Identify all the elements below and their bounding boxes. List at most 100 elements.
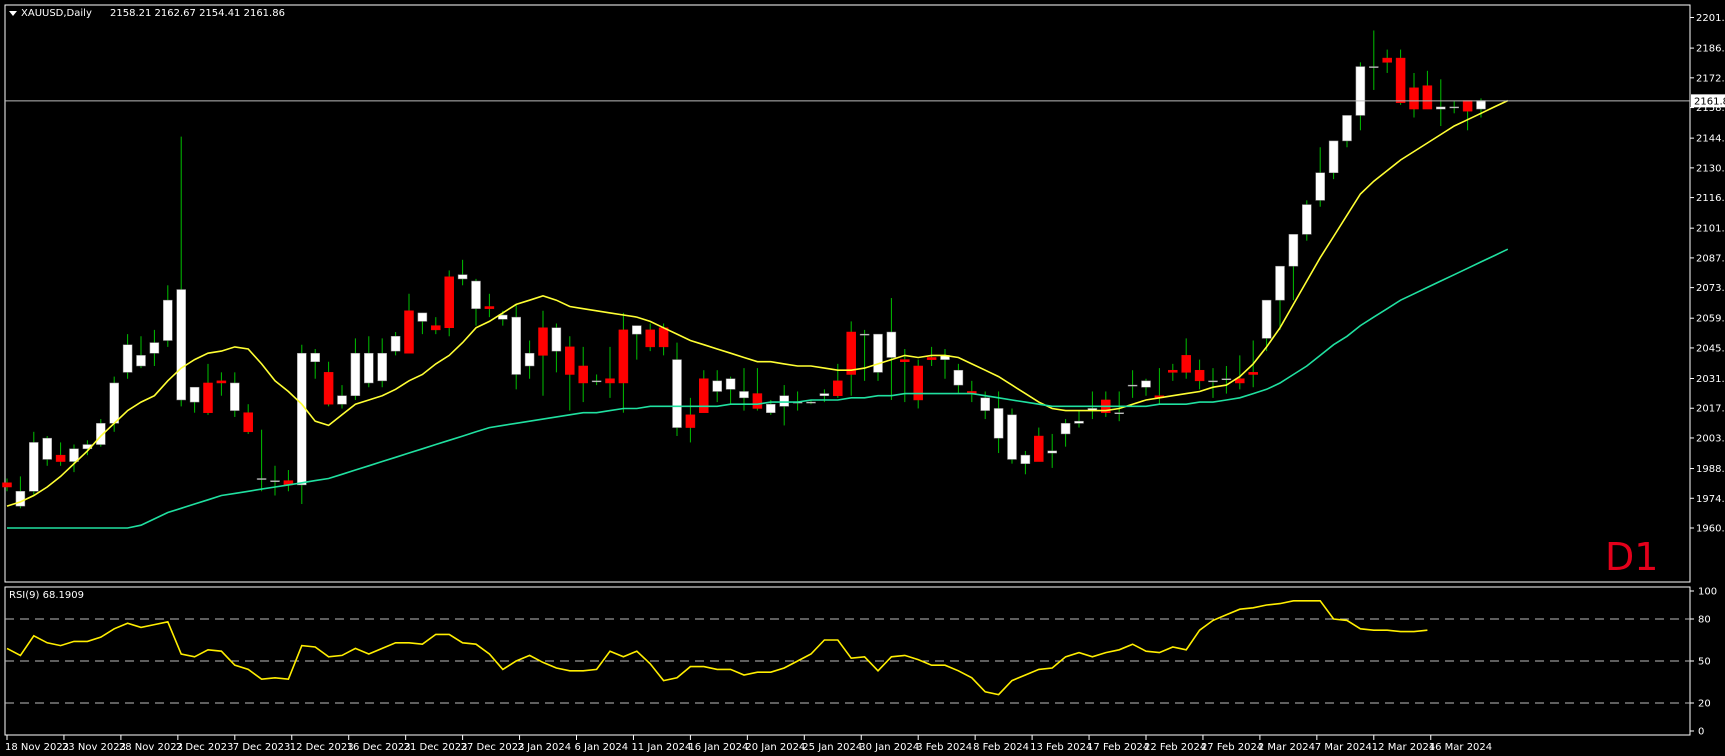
candle-body-bear [1382, 57, 1392, 63]
candle-body-bear [833, 380, 843, 396]
collapse-triangle-icon[interactable] [9, 11, 17, 16]
candle-body-bull [1476, 100, 1486, 110]
candle-body-bull [390, 336, 401, 352]
rsi-tick-label: 0 [1698, 727, 1704, 738]
candle-body-bull [15, 491, 26, 507]
candle-body-bull [1020, 454, 1031, 464]
candle [1261, 299, 1272, 352]
candle-body-bear [404, 310, 414, 354]
candle [1369, 30, 1379, 90]
rsi-levels-layer [5, 618, 1690, 704]
rsi-tick-label: 100 [1698, 587, 1717, 598]
candle [591, 374, 602, 386]
candle [216, 372, 227, 396]
candle [1074, 410, 1084, 428]
candle [457, 259, 468, 286]
candle [15, 476, 26, 509]
candle [913, 359, 923, 409]
price-tick-label: 2101.90 [1696, 224, 1725, 235]
candle [1208, 368, 1218, 398]
candle-body-bull [337, 395, 347, 405]
candle-body-bull [417, 312, 428, 322]
candle [699, 370, 709, 413]
time-tick-label: 7 Dec 2023 [233, 742, 291, 753]
candle-body-bull [498, 314, 508, 320]
candle-body-bull [953, 369, 964, 386]
time-tick-label: 27 Feb 2024 [1201, 742, 1263, 753]
candle-body-bear [565, 346, 575, 375]
rsi-line [6, 599, 1428, 696]
candle-body-bull [1342, 115, 1352, 142]
main-price-panel[interactable]: 2201.10 2186.70 2172.70 2158.70 2144.30 2130.… [2, 4, 1725, 583]
candle [444, 270, 454, 337]
candle-body-bear [900, 359, 910, 362]
candle [1315, 147, 1325, 207]
candle [55, 442, 66, 466]
candle [431, 317, 441, 335]
time-tick-label: 28 Nov 2023 [119, 742, 183, 753]
candle [42, 436, 52, 466]
candle-body-bull [1288, 234, 1299, 267]
candle-body-bull [1047, 450, 1057, 454]
candle-body-bear [323, 372, 334, 405]
candle-body-bull [886, 331, 897, 358]
candle-body-bull [1074, 420, 1084, 424]
candle-body-bear [1168, 369, 1178, 373]
candle-body-bear [1194, 369, 1205, 382]
candle-body-bull [136, 355, 146, 367]
candle-body-bear [699, 378, 709, 413]
current-price-box [1691, 94, 1725, 108]
candle-body-bull [69, 448, 79, 462]
candle-body-bear [484, 306, 495, 309]
candle-body-bull [364, 352, 374, 384]
candle [672, 342, 682, 437]
candle-body-bull [149, 342, 160, 354]
candle-body-bull [1127, 384, 1138, 387]
candle [29, 431, 39, 496]
candle-body-bull [712, 380, 722, 392]
candle-body-bull [176, 289, 186, 401]
candle [2, 478, 12, 492]
candle-body-bear [538, 327, 548, 356]
candle-body-bull [524, 352, 535, 367]
candle-body-bear [55, 454, 66, 462]
candle [1034, 427, 1044, 462]
candle [1235, 355, 1245, 390]
candle-body-bear [605, 378, 615, 384]
time-tick-label: 2 Jan 2024 [518, 742, 572, 753]
price-tick-label: 2087.90 [1696, 253, 1725, 264]
candle [189, 386, 200, 413]
candle-body-bull [297, 352, 307, 486]
candle-body-bull [1221, 378, 1232, 380]
time-tick-label: 12 Mar 2024 [1372, 742, 1435, 753]
candle [1141, 378, 1151, 396]
candle [1395, 49, 1406, 105]
candle [605, 346, 615, 398]
candle [578, 346, 588, 403]
price-tick-label: 2059.50 [1696, 314, 1725, 325]
current-price-label: 2161.86 [1694, 96, 1725, 107]
candle-body-bull [1449, 106, 1459, 109]
candle-body-bear [216, 380, 227, 384]
candle-body-bear [926, 357, 937, 360]
candle [350, 338, 361, 400]
candle-body-bull [980, 397, 990, 411]
candle-body-bull [1007, 414, 1017, 460]
candle-body-bull [551, 327, 562, 352]
candle [69, 444, 79, 473]
price-tick-label: 2073.90 [1696, 283, 1725, 294]
candle [471, 278, 481, 326]
candle-body-bear [243, 412, 253, 433]
chart-header: XAUUSD,Daily 2158.21 2162.67 2154.41 216… [9, 8, 285, 19]
candle [926, 346, 937, 366]
candles-layer [2, 30, 1486, 509]
time-tick-label: 21 Dec 2023 [404, 742, 468, 753]
rsi-panel[interactable]: 100 80 50 20 0 RSI(9) 68.1909 [4, 586, 1717, 738]
time-tick-label: 22 Feb 2024 [1144, 742, 1206, 753]
candle [1007, 408, 1017, 464]
candle [538, 310, 548, 396]
candle [136, 336, 146, 369]
candle [779, 385, 789, 426]
